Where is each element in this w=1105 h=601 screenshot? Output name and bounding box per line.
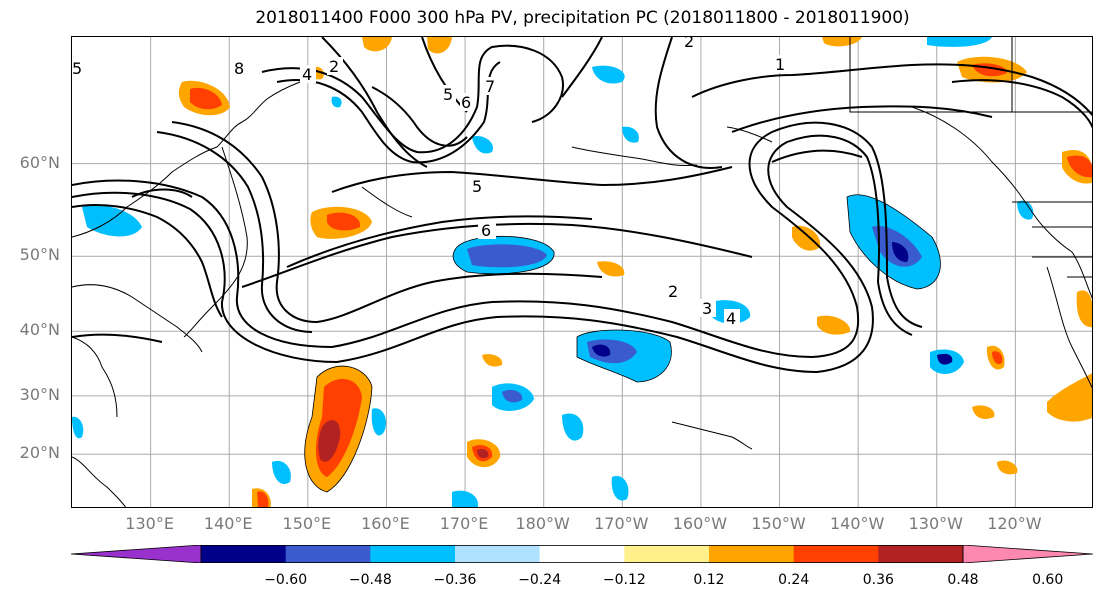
map-canvas: 6 5 1 2 2 3 4 4 8 7 5 6 2 5 — [72, 37, 1092, 507]
precip-outlines — [304, 194, 941, 493]
longitude-label: 180°W — [515, 514, 570, 533]
colorbar-segment — [539, 545, 625, 563]
colorbar — [71, 545, 1093, 563]
contour-label-5c: 5 — [72, 59, 82, 78]
colorbar-segment — [793, 545, 879, 563]
colorbar-tick-label: −0.12 — [602, 572, 646, 588]
contour-label-1: 1 — [775, 55, 785, 74]
colorbar-segment — [624, 545, 710, 563]
contour-label-6: 6 — [481, 221, 491, 240]
colorbar-tick-label: −0.60 — [264, 572, 308, 588]
contour-label-4b: 4 — [302, 65, 312, 84]
map-panel: 6 5 1 2 2 3 4 4 8 7 5 6 2 5 — [71, 36, 1093, 508]
colorbar-segment — [370, 545, 456, 563]
latitude-label: 30°N — [19, 384, 60, 404]
contour-label-8: 8 — [234, 59, 244, 78]
colorbar-tick-label: 0.36 — [862, 572, 894, 588]
colorbar-tick-label: 0.24 — [778, 572, 810, 588]
longitude-label: 140°E — [203, 514, 253, 533]
contour-label-2: 2 — [329, 57, 339, 76]
colorbar-tick-label: −0.36 — [433, 572, 477, 588]
colorbar-segment — [285, 545, 371, 563]
colorbar-tick-label: 0.60 — [1032, 572, 1064, 588]
contour-label-6b: 6 — [461, 93, 471, 112]
colorbar-segment — [201, 545, 287, 563]
contour-label-7: 7 — [485, 77, 495, 96]
contour-label-5b: 5 — [443, 85, 453, 104]
longitude-label: 120°W — [987, 514, 1042, 533]
longitude-label: 150°W — [751, 514, 806, 533]
longitude-label: 160°W — [672, 514, 728, 533]
longitude-label: 170°E — [439, 514, 489, 533]
contour-label-2c: 2 — [684, 37, 694, 51]
longitude-label: 140°W — [829, 514, 885, 533]
coastlines — [72, 37, 1092, 507]
contour-label-2b: 2 — [668, 282, 678, 301]
colorbar-under — [71, 545, 202, 563]
latitude-label: 60°N — [19, 152, 60, 172]
latitude-label: 40°N — [19, 320, 60, 340]
contour-label-5: 5 — [472, 177, 482, 196]
latitude-label: 50°N — [19, 245, 60, 265]
colorbar-tick-label: −0.48 — [348, 572, 392, 588]
contour-label-3: 3 — [702, 299, 712, 318]
pv-contours — [72, 37, 1092, 374]
colorbar-segment — [455, 545, 541, 563]
longitude-label: 150°E — [282, 514, 332, 533]
colorbar-segment — [878, 545, 964, 563]
colorbar-over — [962, 545, 1093, 563]
longitude-label: 170°W — [594, 514, 649, 533]
longitude-label: 160°E — [361, 514, 410, 533]
longitude-label: 130°E — [125, 514, 174, 533]
contour-label-4: 4 — [726, 309, 736, 328]
colorbar-tick-label: 0.12 — [693, 572, 725, 588]
colorbar-tick-label: 0.48 — [947, 572, 979, 588]
colorbar-tick-label: −0.24 — [518, 572, 562, 588]
colorbar-outline — [200, 545, 964, 563]
contour-labels: 6 5 1 2 2 3 4 4 8 7 5 6 2 5 — [72, 37, 790, 328]
latitude-label: 20°N — [19, 443, 60, 463]
colorbar-segment — [709, 545, 795, 563]
longitude-label: 130°W — [908, 514, 963, 533]
map-title: 2018011400 F000 300 hPa PV, precipitatio… — [255, 8, 910, 28]
